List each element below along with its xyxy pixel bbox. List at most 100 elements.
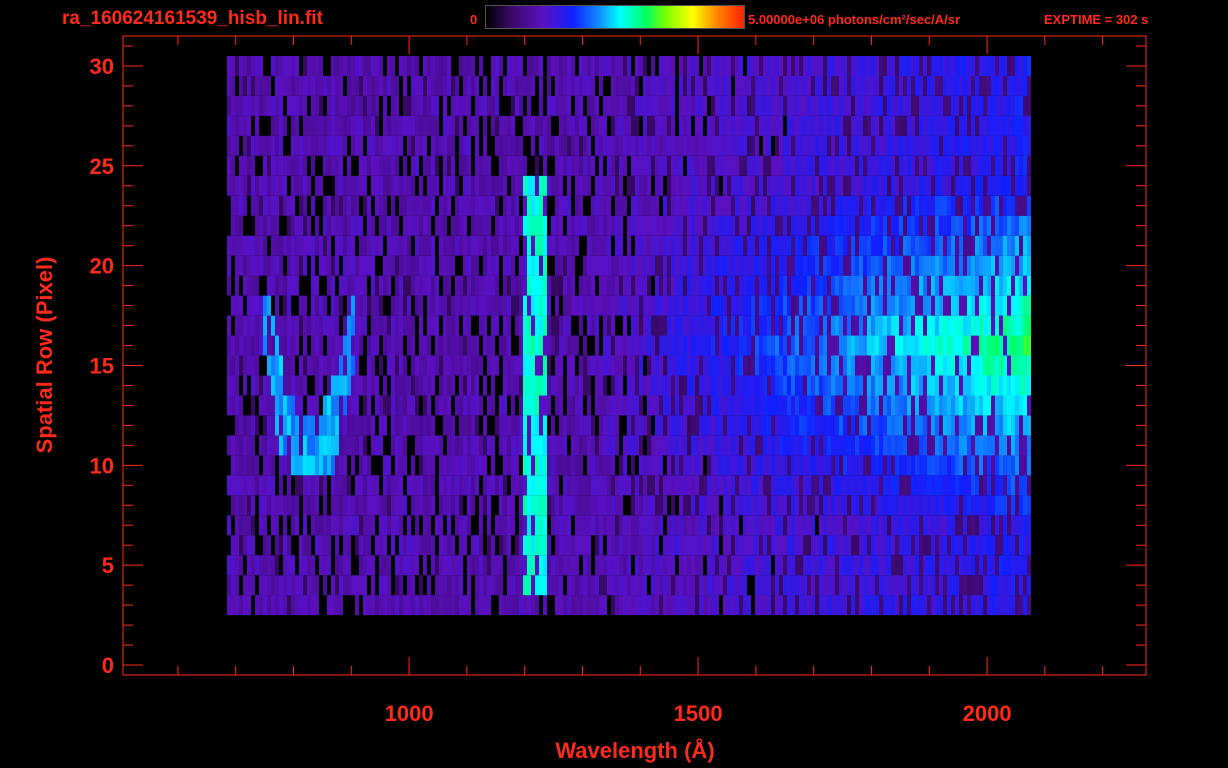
heatmap-cell: [983, 575, 987, 596]
heatmap-cell: [843, 155, 847, 176]
heatmap-cell: [943, 175, 947, 196]
heatmap-cell: [631, 595, 635, 616]
heatmap-cell: [519, 495, 523, 516]
heatmap-cell: [899, 355, 903, 376]
heatmap-cell: [331, 215, 335, 236]
heatmap-cell: [735, 275, 739, 296]
heatmap-cell: [879, 275, 883, 296]
heatmap-cell: [999, 155, 1003, 176]
heatmap-cell: [267, 395, 271, 416]
heatmap-cell: [967, 535, 971, 556]
heatmap-cell: [467, 475, 471, 496]
heatmap-cell: [767, 415, 771, 436]
heatmap-cell: [991, 335, 995, 356]
heatmap-cell: [559, 575, 563, 596]
heatmap-cell: [595, 495, 599, 516]
heatmap-cell: [403, 355, 407, 376]
heatmap-cell: [319, 455, 323, 476]
heatmap-cell: [483, 115, 487, 136]
heatmap-cell: [595, 315, 599, 336]
heatmap-cell: [363, 195, 367, 216]
heatmap-cell: [991, 355, 995, 376]
heatmap-cell: [975, 475, 979, 496]
heatmap-cell: [247, 56, 251, 76]
heatmap-cell: [323, 155, 327, 176]
heatmap-cell: [967, 235, 971, 256]
heatmap-cell: [475, 595, 479, 616]
heatmap-cell: [843, 75, 847, 96]
heatmap-cell: [527, 295, 531, 316]
heatmap-cell: [771, 415, 775, 436]
heatmap-cell: [327, 395, 331, 416]
heatmap-cell: [935, 235, 939, 256]
heatmap-cell: [359, 155, 363, 176]
heatmap-cell: [679, 495, 683, 516]
heatmap-cell: [655, 275, 659, 296]
heatmap-cell: [639, 275, 643, 296]
heatmap-cell: [299, 415, 303, 436]
heatmap-cell: [667, 175, 671, 196]
heatmap-cell: [703, 255, 707, 276]
heatmap-cell: [639, 535, 643, 556]
heatmap-cell: [915, 95, 919, 116]
heatmap-cell: [403, 315, 407, 336]
heatmap-cell: [859, 75, 863, 96]
heatmap-cell: [535, 295, 539, 316]
heatmap-cell: [651, 295, 655, 316]
heatmap-cell: [667, 395, 671, 416]
heatmap-cell: [895, 135, 899, 156]
heatmap-cell: [507, 195, 511, 216]
heatmap-cell: [767, 535, 771, 556]
heatmap-cell: [451, 255, 455, 276]
heatmap-cell: [991, 435, 995, 456]
heatmap-cell: [971, 415, 975, 436]
heatmap-cell: [999, 355, 1003, 376]
heatmap-cell: [943, 195, 947, 216]
heatmap-cell: [647, 315, 651, 336]
heatmap-cell: [483, 375, 487, 396]
heatmap-cell: [531, 355, 535, 376]
heatmap-cell: [451, 555, 455, 576]
heatmap-cell: [267, 175, 271, 196]
heatmap-cell: [311, 515, 315, 536]
heatmap-cell: [651, 495, 655, 516]
heatmap-cell: [663, 275, 667, 296]
heatmap-cell: [279, 395, 283, 416]
heatmap-cell: [619, 235, 623, 256]
heatmap-cell: [451, 175, 455, 196]
heatmap-cell: [663, 495, 667, 516]
heatmap-cell: [471, 375, 475, 396]
heatmap-cell: [647, 215, 651, 236]
heatmap-cell: [603, 355, 607, 376]
heatmap-cell: [583, 555, 587, 576]
heatmap-cell: [243, 375, 247, 396]
heatmap-cell: [691, 355, 695, 376]
heatmap-cell: [679, 395, 683, 416]
heatmap-cell: [583, 595, 587, 616]
heatmap-cell: [859, 155, 863, 176]
heatmap-cell: [563, 235, 567, 256]
heatmap-cell: [991, 135, 995, 156]
heatmap-cell: [651, 375, 655, 396]
heatmap-cell: [427, 215, 431, 236]
heatmap-cell: [823, 195, 827, 216]
exptime-label: EXPTIME = 302 s: [1044, 12, 1149, 27]
heatmap-cell: [463, 435, 467, 456]
heatmap-cell: [751, 235, 755, 256]
heatmap-cell: [771, 455, 775, 476]
heatmap-cell: [387, 595, 391, 616]
heatmap-cell: [747, 375, 751, 396]
heatmap-cell: [595, 595, 599, 616]
heatmap-cell: [963, 275, 967, 296]
heatmap-cell: [999, 235, 1003, 256]
heatmap-cell: [847, 595, 851, 616]
heatmap-cell: [315, 135, 319, 156]
heatmap-cell: [1011, 495, 1015, 516]
heatmap-cell: [271, 235, 275, 256]
heatmap-cell: [611, 555, 615, 576]
heatmap-cell: [535, 455, 539, 476]
heatmap-cell: [967, 475, 971, 496]
heatmap-cell: [811, 515, 815, 536]
heatmap-cell: [335, 235, 339, 256]
heatmap-cell: [319, 555, 323, 576]
